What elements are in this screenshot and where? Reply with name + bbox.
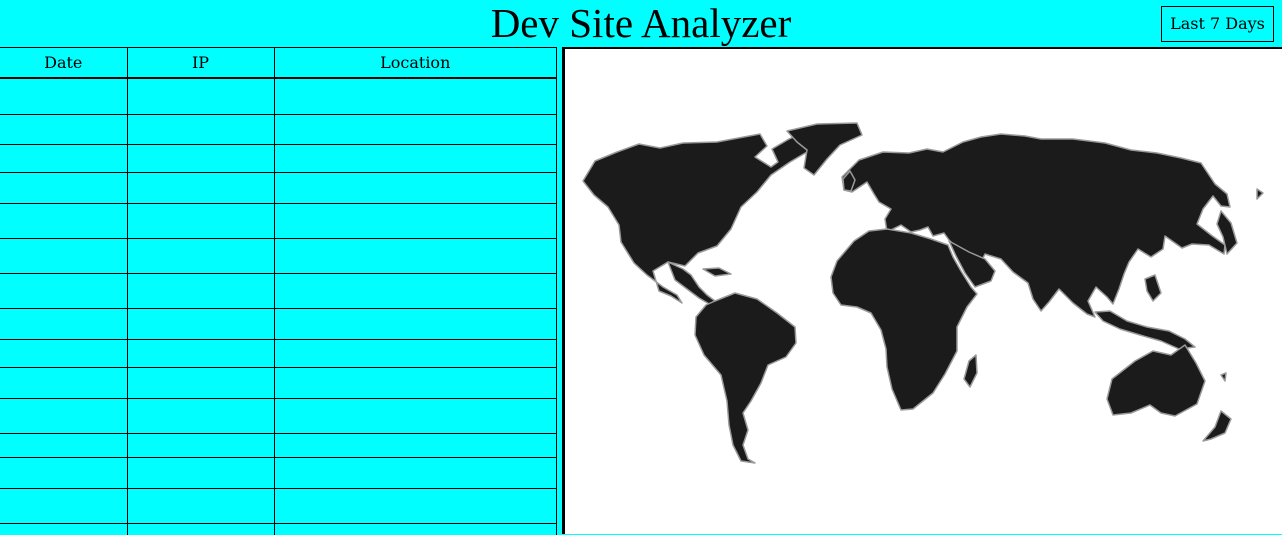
date-cell — [0, 114, 128, 145]
arabian-peninsula-shape — [948, 240, 996, 288]
south-america-shape — [694, 292, 797, 464]
date-range-button[interactable]: Last 7 Days — [1161, 6, 1274, 42]
page-title: Dev Site Analyzer — [490, 0, 792, 46]
table-row[interactable] — [0, 273, 557, 309]
location-cell — [274, 308, 557, 340]
ip-cell — [127, 273, 275, 309]
table-row[interactable] — [0, 172, 557, 204]
world-map-panel — [562, 47, 1282, 534]
table-header-row: Date IP Location — [0, 48, 557, 79]
table-row[interactable] — [0, 339, 557, 368]
ip-cell — [127, 339, 275, 368]
ip-cell — [127, 308, 275, 340]
date-cell — [0, 339, 128, 368]
location-cell — [274, 488, 557, 524]
table-row[interactable] — [0, 144, 557, 173]
column-header-ip[interactable]: IP — [127, 48, 275, 79]
date-cell — [0, 172, 128, 204]
ip-cell — [127, 523, 275, 535]
date-cell — [0, 308, 128, 340]
japan-shape — [1216, 210, 1238, 255]
ip-cell — [127, 114, 275, 145]
table-row[interactable] — [0, 457, 557, 489]
location-cell — [274, 433, 557, 458]
ip-cell — [127, 172, 275, 204]
ip-cell — [127, 488, 275, 524]
ip-cell — [127, 203, 275, 239]
column-header-date[interactable]: Date — [0, 48, 128, 79]
greenland-shape — [786, 122, 863, 176]
date-cell — [0, 523, 128, 535]
date-cell — [0, 78, 128, 115]
date-cell — [0, 433, 128, 458]
date-cell — [0, 144, 128, 173]
location-cell — [274, 78, 557, 115]
table-row[interactable] — [0, 238, 557, 274]
date-cell — [0, 367, 128, 399]
location-cell — [274, 523, 557, 535]
location-cell — [274, 238, 557, 274]
ip-cell — [127, 78, 275, 115]
date-cell — [0, 273, 128, 309]
location-cell — [274, 339, 557, 368]
table-row[interactable] — [0, 433, 557, 458]
date-cell — [0, 203, 128, 239]
date-cell — [0, 398, 128, 434]
location-cell — [274, 203, 557, 239]
ip-cell — [127, 433, 275, 458]
location-cell — [274, 114, 557, 145]
table-row[interactable] — [0, 523, 557, 535]
north-america-shape — [582, 131, 821, 304]
madagascar-shape — [963, 354, 978, 388]
southeast-asia-islands-shape — [1094, 310, 1196, 350]
location-cell — [274, 172, 557, 204]
australia-shape — [1106, 344, 1206, 417]
ip-cell — [127, 398, 275, 434]
column-header-location[interactable]: Location — [274, 48, 557, 79]
eurasia-shape — [841, 133, 1231, 318]
table-row[interactable] — [0, 114, 557, 145]
date-cell — [0, 238, 128, 274]
visits-table-container: Date IP Location — [0, 47, 557, 535]
caribbean-shape — [702, 267, 732, 277]
ip-cell — [127, 144, 275, 173]
pacific-island-shape — [1220, 372, 1227, 382]
world-map — [582, 122, 1264, 464]
kamchatka-island-shape — [1256, 188, 1264, 200]
table-row[interactable] — [0, 203, 557, 239]
visits-table: Date IP Location — [0, 48, 557, 535]
new-zealand-shape — [1202, 410, 1232, 442]
location-cell — [274, 144, 557, 173]
ip-cell — [127, 238, 275, 274]
british-isles-shape — [842, 170, 856, 192]
table-row[interactable] — [0, 367, 557, 399]
philippines-shape — [1144, 274, 1162, 302]
table-row[interactable] — [0, 308, 557, 340]
table-row[interactable] — [0, 78, 557, 115]
date-cell — [0, 488, 128, 524]
location-cell — [274, 398, 557, 434]
location-cell — [274, 457, 557, 489]
table-row[interactable] — [0, 488, 557, 524]
table-row[interactable] — [0, 398, 557, 434]
africa-shape — [830, 228, 978, 411]
ip-cell — [127, 457, 275, 489]
location-cell — [274, 367, 557, 399]
location-cell — [274, 273, 557, 309]
date-cell — [0, 457, 128, 489]
ip-cell — [127, 367, 275, 399]
